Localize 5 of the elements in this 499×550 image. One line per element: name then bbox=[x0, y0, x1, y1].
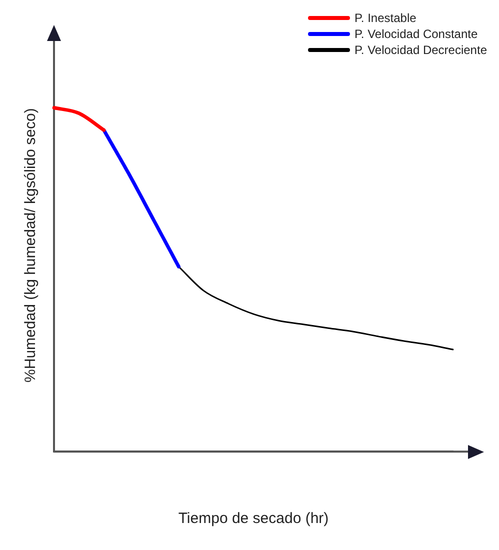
legend-label: P. Velocidad Constante bbox=[354, 26, 478, 42]
legend-label: P. Inestable bbox=[354, 10, 416, 26]
y-axis-title: %Humedad (kg humedad/ kgsólido seco) bbox=[22, 108, 40, 382]
legend-label: P. Velocidad Decreciente bbox=[354, 42, 487, 58]
x-axis-title: Tiempo de secado (hr) bbox=[178, 510, 329, 528]
